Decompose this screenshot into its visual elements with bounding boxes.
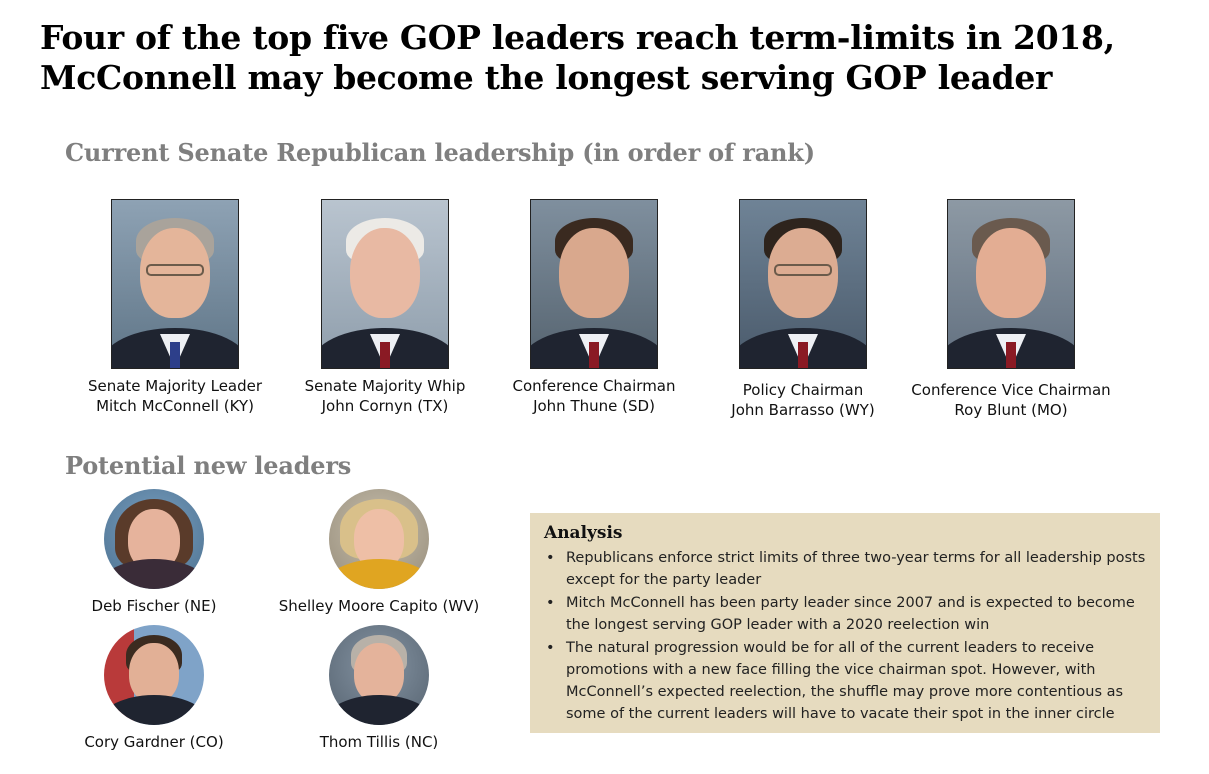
leader-photo (739, 199, 867, 369)
leader-role: Conference Vice Chairman (911, 381, 1111, 399)
leader-name: John Cornyn (TX) (321, 397, 449, 415)
leader-photo (111, 199, 239, 369)
leader-card-mcconnell: Senate Majority Leader Mitch McConnell (… (65, 199, 285, 415)
candidate-name: Deb Fischer (NE) (91, 597, 217, 615)
leader-photo (530, 199, 658, 369)
candidate-photo (104, 489, 204, 589)
leader-card-cornyn: Senate Majority Whip John Cornyn (TX) (275, 199, 495, 415)
candidate-name: Shelley Moore Capito (WV) (278, 597, 480, 615)
candidate-card-tillis: Thom Tillis (NC) (269, 625, 489, 751)
analysis-bullet-list: Republicans enforce strict limits of thr… (544, 547, 1146, 725)
leader-role: Senate Majority Leader (87, 377, 263, 395)
title-line-2: McConnell may become the longest serving… (40, 58, 1053, 97)
leader-role: Conference Chairman (512, 377, 676, 395)
leader-name: Roy Blunt (MO) (954, 401, 1068, 419)
analysis-heading: Analysis (544, 523, 623, 543)
candidate-card-capito: Shelley Moore Capito (WV) (269, 489, 489, 615)
leader-card-blunt: Conference Vice Chairman Roy Blunt (MO) (901, 199, 1121, 419)
leader-role: Senate Majority Whip (304, 377, 466, 395)
leader-card-thune: Conference Chairman John Thune (SD) (484, 199, 704, 415)
page-title: Four of the top five GOP leaders reach t… (40, 18, 1190, 98)
candidate-photo (329, 489, 429, 589)
candidate-photo (104, 625, 204, 725)
candidate-photo (329, 625, 429, 725)
leader-name: John Barrasso (WY) (731, 401, 875, 419)
analysis-bullet: Republicans enforce strict limits of thr… (546, 547, 1146, 591)
title-line-1: Four of the top five GOP leaders reach t… (40, 18, 1115, 57)
leader-card-barrasso: Policy Chairman John Barrasso (WY) (693, 199, 913, 419)
leader-role: Policy Chairman (742, 381, 864, 399)
analysis-box: Analysis Republicans enforce strict limi… (530, 513, 1160, 733)
leader-name: John Thune (SD) (533, 397, 655, 415)
candidate-name: Cory Gardner (CO) (84, 733, 224, 751)
leader-name: Mitch McConnell (KY) (96, 397, 254, 415)
candidate-name: Thom Tillis (NC) (319, 733, 439, 751)
current-leadership-heading: Current Senate Republican leadership (in… (65, 138, 815, 167)
analysis-bullet: The natural progression would be for all… (546, 637, 1146, 725)
analysis-bullet: Mitch McConnell has been party leader si… (546, 592, 1146, 636)
leader-photo (321, 199, 449, 369)
candidate-card-fischer: Deb Fischer (NE) (44, 489, 264, 615)
potential-leaders-heading: Potential new leaders (65, 451, 352, 480)
candidate-card-gardner: Cory Gardner (CO) (44, 625, 264, 751)
leader-photo (947, 199, 1075, 369)
